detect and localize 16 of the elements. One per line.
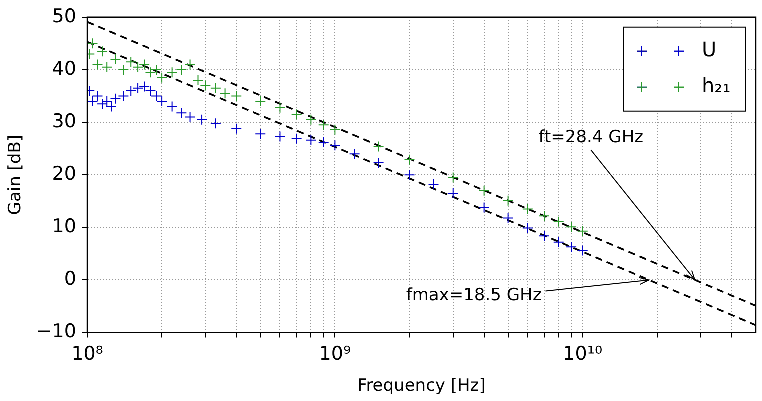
x-tick-label: 10⁸ [72, 343, 104, 366]
y-tick-label: 0 [64, 268, 76, 290]
legend-label: U [702, 38, 717, 62]
x-tick-label: 10⁹ [319, 343, 352, 366]
y-tick-label: 10 [52, 216, 76, 238]
y-tick-label: 20 [52, 163, 76, 186]
annotation: fmax=18.5 GHz [406, 286, 542, 306]
annotation: ft=28.4 GHz [538, 128, 644, 148]
y-tick-label: 40 [52, 58, 76, 80]
x-tick-label: 10¹⁰ [563, 343, 603, 366]
legend-label: h₂₁ [702, 74, 731, 98]
y-tick-label: −10 [36, 320, 76, 343]
y-axis-title: Gain [dB] [6, 134, 26, 216]
x-axis-title: Frequency [Hz] [358, 376, 486, 396]
y-tick-label: 30 [52, 110, 76, 132]
y-tick-label: 50 [52, 5, 76, 28]
